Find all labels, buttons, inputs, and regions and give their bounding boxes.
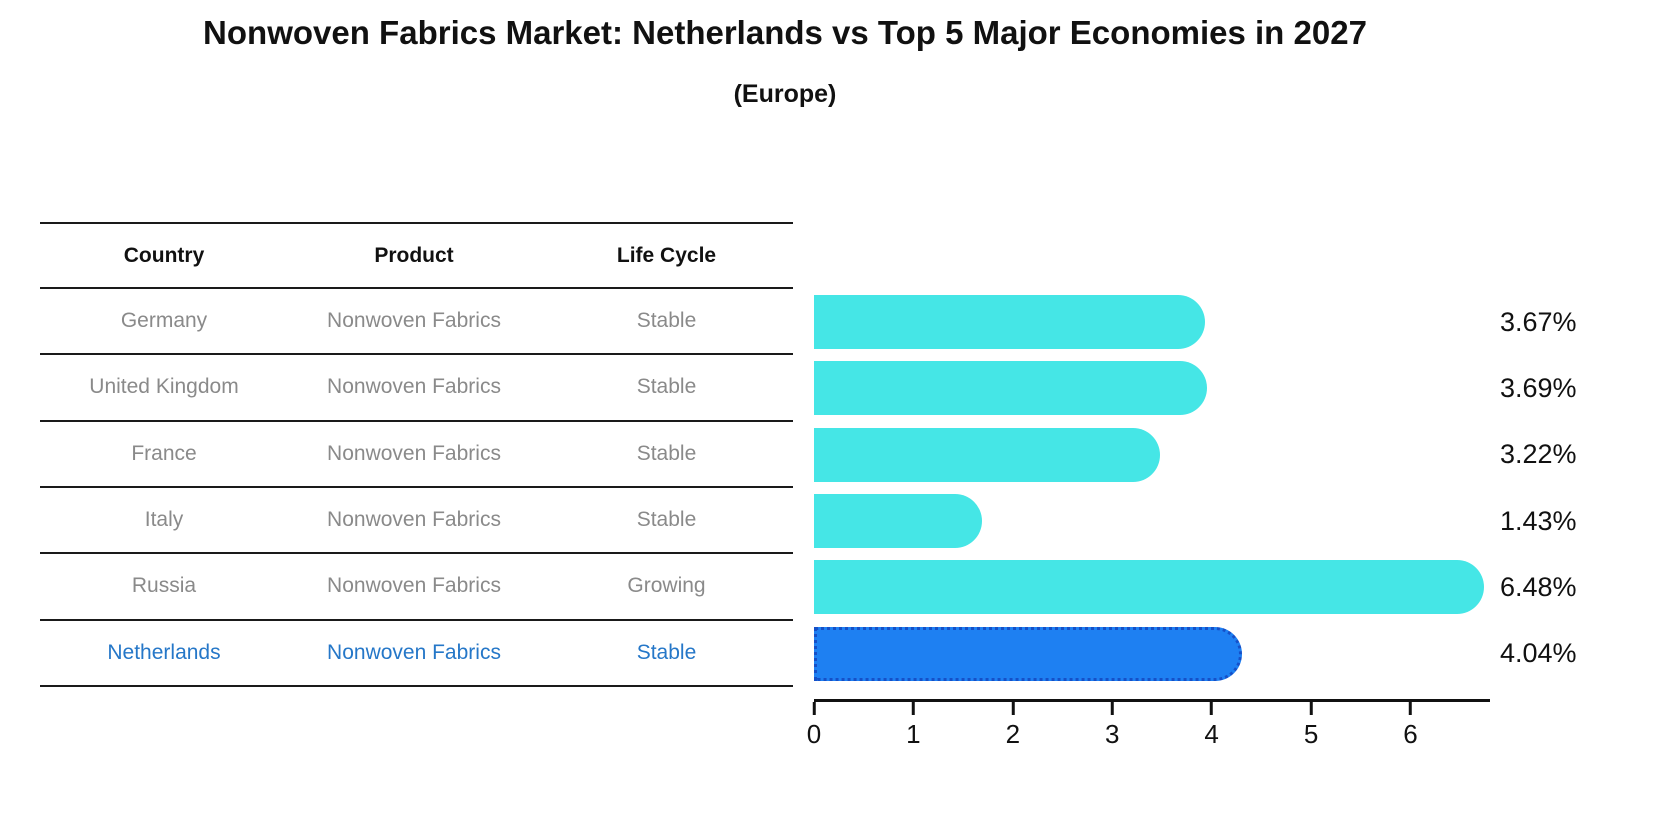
value-label-united-kingdom: 3.69% (1500, 372, 1577, 403)
x-tick: 2 (1006, 702, 1020, 750)
country-cell: France (131, 441, 197, 465)
tick-label: 0 (806, 719, 822, 749)
x-tick: 5 (1304, 702, 1318, 750)
bar-row (814, 422, 1490, 488)
tick-label: 6 (1403, 719, 1418, 749)
tick-label: 2 (1005, 719, 1021, 749)
column-header-country: Country (123, 243, 205, 267)
bar-netherlands (814, 626, 1242, 681)
x-tick: 0 (807, 702, 821, 750)
country-cell: Russia (131, 574, 197, 598)
tick-mark (1309, 702, 1313, 715)
life-cycle-cell: Stable (636, 375, 697, 399)
table-row: Russia Nonwoven Fabrics Growing (40, 554, 793, 621)
life-cycle-cell: Stable (636, 640, 697, 664)
bar-row (814, 289, 1490, 355)
bar-chart (814, 289, 1490, 687)
bar-russia (814, 560, 1485, 615)
bar-row (814, 488, 1490, 554)
country-table: Country Product Life Cycle Germany Nonwo… (40, 222, 793, 687)
tick-label: 5 (1303, 719, 1319, 749)
tick-mark (1210, 702, 1214, 715)
country-cell: United Kingdom (89, 375, 239, 399)
life-cycle-cell: Stable (636, 309, 697, 333)
bar-row (814, 554, 1490, 620)
tick-mark (1011, 702, 1015, 715)
tick-mark (812, 702, 816, 715)
value-label-italy: 1.43% (1500, 505, 1577, 536)
bar-row (814, 621, 1490, 687)
x-tick: 3 (1105, 702, 1119, 750)
life-cycle-cell: Growing (627, 574, 706, 598)
page-subtitle: (Europe) (733, 80, 837, 108)
product-cell: Nonwoven Fabrics (327, 508, 501, 532)
tick-label: 3 (1105, 719, 1120, 749)
x-tick: 6 (1403, 702, 1418, 750)
product-cell: Nonwoven Fabrics (327, 375, 501, 399)
country-cell: Netherlands (107, 640, 221, 664)
bar-italy (814, 494, 983, 549)
value-labels: 3.67% 3.69% 3.22% 1.43% 6.48% 4.04% (1500, 289, 1577, 687)
page-title: Nonwoven Fabrics Market: Netherlands vs … (203, 14, 1367, 51)
table-row: United Kingdom Nonwoven Fabrics Stable (40, 355, 793, 422)
product-cell: Nonwoven Fabrics (327, 441, 501, 465)
bar-germany (814, 295, 1205, 350)
tick-label: 1 (906, 719, 921, 749)
column-header-product: Product (374, 243, 454, 267)
table-header-row: Country Product Life Cycle (40, 222, 793, 289)
x-tick: 4 (1204, 702, 1219, 750)
country-cell: Italy (144, 508, 184, 532)
x-axis: 0 1 2 3 4 5 6 (807, 699, 1490, 749)
x-tick: 1 (906, 702, 921, 750)
chart-header: Nonwoven Fabrics Market: Netherlands vs … (0, 0, 1570, 109)
value-label-germany: 3.67% (1500, 306, 1577, 337)
table-row: France Nonwoven Fabrics Stable (40, 422, 793, 488)
tick-mark (1110, 702, 1114, 715)
value-label-netherlands: 4.04% (1500, 638, 1577, 669)
life-cycle-cell: Stable (636, 508, 697, 532)
tick-mark (911, 702, 915, 715)
life-cycle-cell: Stable (636, 441, 697, 465)
product-cell: Nonwoven Fabrics (327, 640, 501, 664)
bar-row (814, 355, 1490, 421)
bar-united-kingdom (814, 361, 1207, 416)
value-label-france: 3.22% (1500, 439, 1577, 470)
table-row-netherlands: Netherlands Nonwoven Fabrics Stable (40, 621, 793, 687)
product-cell: Nonwoven Fabrics (327, 574, 501, 598)
column-header-life-cycle: Life Cycle (616, 243, 717, 267)
value-label-russia: 6.48% (1500, 571, 1577, 602)
tick-mark (1408, 702, 1412, 715)
table-row: Germany Nonwoven Fabrics Stable (40, 289, 793, 356)
product-cell: Nonwoven Fabrics (327, 309, 501, 333)
country-cell: Germany (120, 309, 208, 333)
table-row: Italy Nonwoven Fabrics Stable (40, 488, 793, 555)
bar-france (814, 427, 1161, 482)
tick-label: 4 (1204, 719, 1219, 749)
